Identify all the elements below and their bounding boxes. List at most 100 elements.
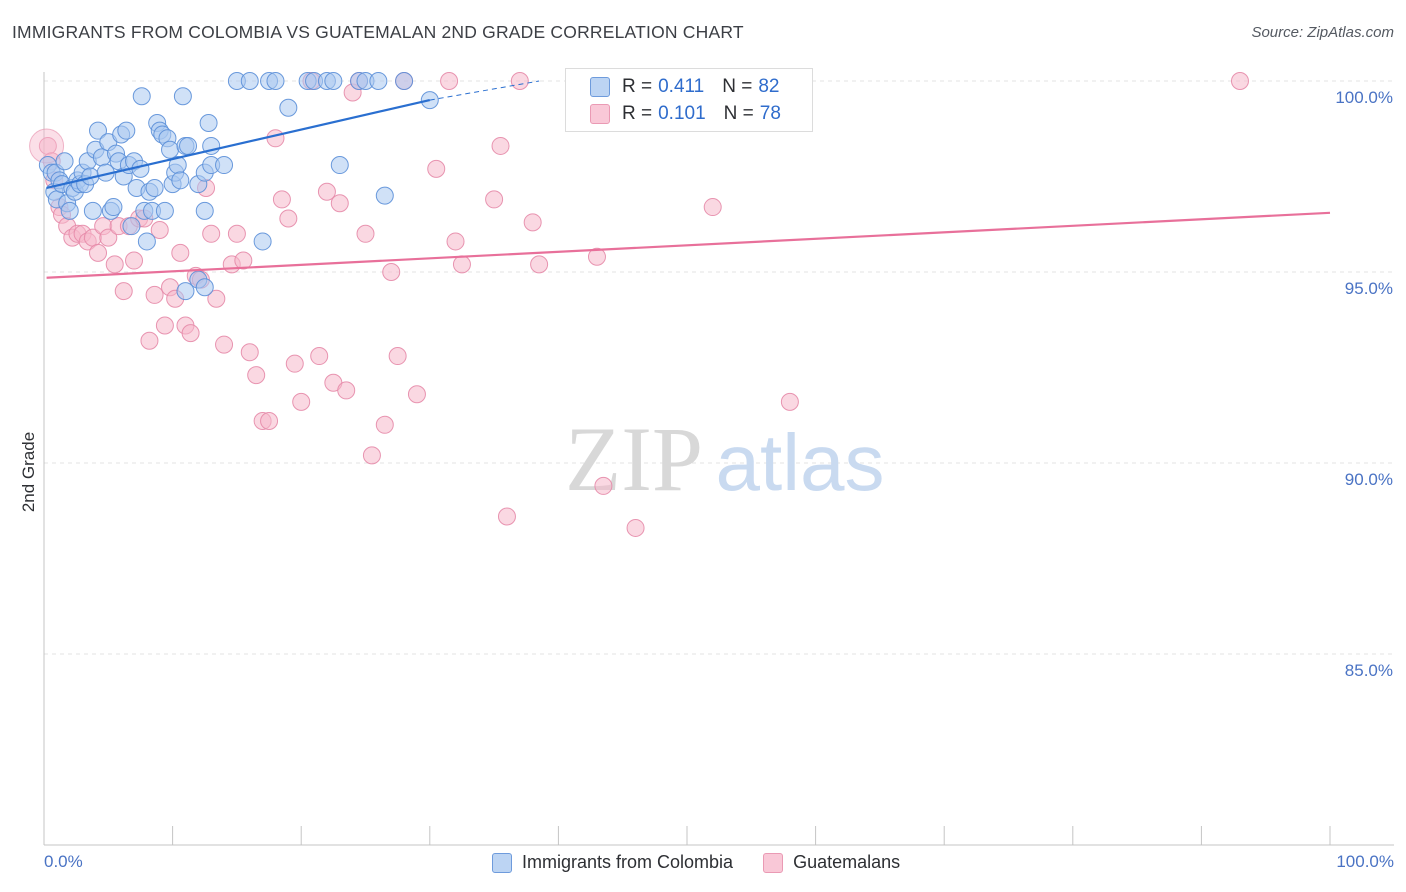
legend-n-value: 78 xyxy=(759,103,781,124)
guatemalan-point xyxy=(279,209,298,228)
axes xyxy=(43,72,1394,846)
guatemalan-point xyxy=(234,251,253,270)
y-tick-label: 85.0% xyxy=(1345,661,1393,680)
colombia-point xyxy=(266,72,285,90)
guatemalan-point xyxy=(285,354,304,373)
colombia-point xyxy=(253,232,272,251)
guatemalan-point xyxy=(114,282,133,301)
guatemalan-point xyxy=(530,255,549,274)
watermark-zip: ZIP xyxy=(565,408,703,510)
legend-n-value: 82 xyxy=(758,76,780,97)
guatemalan-point xyxy=(375,415,394,434)
colombia-point xyxy=(89,121,108,140)
guatemalans-trend-line xyxy=(46,211,1331,279)
guatemalan-point xyxy=(272,190,291,209)
guatemalan-point xyxy=(446,232,465,251)
colombia-point xyxy=(215,156,234,175)
colombia-point xyxy=(279,98,298,117)
colombia-point xyxy=(171,171,190,190)
guatemalan-point xyxy=(207,289,226,308)
guatemalan-point xyxy=(452,255,471,274)
legend-n-label: N = xyxy=(723,103,754,124)
guatemalan-point xyxy=(260,411,279,430)
guatemalan-point xyxy=(330,194,349,213)
legend-label-guatemalans: Guatemalans xyxy=(793,852,901,872)
colombia-point xyxy=(375,186,394,205)
trend-lines xyxy=(46,80,1331,279)
legend-r-value: 0.411 xyxy=(658,76,705,97)
colombia-point xyxy=(395,72,414,90)
guatemalan-point xyxy=(145,285,164,304)
guatemalan-point xyxy=(247,366,266,385)
y-tick-label: 95.0% xyxy=(1345,279,1393,298)
guatemalan-point xyxy=(99,228,118,247)
guatemalan-point xyxy=(181,324,200,343)
guatemalan-point xyxy=(150,220,169,239)
guatemalan-point xyxy=(587,247,606,266)
guatemalan-point xyxy=(240,343,259,362)
colombia-trend-extension xyxy=(429,80,540,101)
legend-swatch-pink xyxy=(763,852,784,873)
guatemalan-point xyxy=(356,224,375,243)
watermark-atlas: atlas xyxy=(716,418,885,507)
guatemalan-point xyxy=(491,136,510,155)
colombia-point xyxy=(60,201,79,220)
guatemalan-point xyxy=(407,385,426,404)
colombia-point xyxy=(83,201,102,220)
stats-legend: R = 0.411 N = 82 R = 0.101 N = 78 xyxy=(565,68,813,132)
guatemalan-point xyxy=(626,518,645,537)
colombia-point xyxy=(132,87,151,106)
guatemalan-point xyxy=(388,347,407,366)
colombia-point xyxy=(176,282,195,301)
legend-row-guatemalans: R = 0.101 N = 78 xyxy=(590,103,781,125)
guatemalan-point xyxy=(105,255,124,274)
guatemalan-point xyxy=(382,263,401,281)
guatemalan-point xyxy=(215,335,234,354)
colombia-point xyxy=(145,178,164,197)
colombia-point xyxy=(324,72,343,90)
guatemalan-point xyxy=(125,251,144,270)
colombia-point xyxy=(161,140,180,159)
colombia-point xyxy=(195,278,214,297)
guatemalan-point xyxy=(171,243,190,262)
series-guatemalans xyxy=(29,72,1249,537)
guatemalan-point xyxy=(89,243,108,262)
colombia-trend-line xyxy=(46,99,431,190)
legend-n-label: N = xyxy=(722,76,753,97)
colombia-point xyxy=(137,232,156,251)
x-tick-max: 100.0% xyxy=(1336,852,1394,871)
guatemalan-point xyxy=(292,392,311,411)
guatemalan-point xyxy=(362,446,381,465)
guatemalan-point xyxy=(440,72,459,90)
legend-swatch-blue xyxy=(492,852,512,873)
guatemalan-point xyxy=(427,159,446,178)
colombia-point xyxy=(173,87,192,106)
guatemalan-point xyxy=(594,476,613,495)
legend-r-label: R = xyxy=(622,76,653,97)
guatemalan-point xyxy=(227,224,246,243)
colombia-point xyxy=(104,198,123,217)
colombia-point xyxy=(155,201,174,220)
guatemalan-point xyxy=(1230,72,1249,90)
colombia-point xyxy=(195,201,214,220)
guatemalan-point xyxy=(317,182,336,201)
chart-title: IMMIGRANTS FROM COLOMBIA VS GUATEMALAN 2… xyxy=(12,22,744,42)
colombia-point xyxy=(369,72,388,90)
legend-item-colombia: Immigrants from Colombia xyxy=(492,852,733,873)
grid-lines xyxy=(44,80,1394,655)
guatemalan-point xyxy=(337,381,356,400)
colombia-point xyxy=(240,72,259,90)
legend-r-label: R = xyxy=(622,103,653,124)
guatemalan-point xyxy=(510,72,529,90)
legend-label-colombia: Immigrants from Colombia xyxy=(522,852,734,872)
colombia-point xyxy=(330,156,349,175)
guatemalan-point xyxy=(140,331,159,350)
guatemalan-point xyxy=(485,190,504,209)
x-tick-min: 0.0% xyxy=(44,852,83,871)
guatemalan-point xyxy=(155,316,174,335)
guatemalan-point xyxy=(310,347,329,366)
guatemalan-point xyxy=(780,392,799,411)
y-tick-label: 100.0% xyxy=(1335,88,1393,107)
legend-r-value: 0.101 xyxy=(658,103,706,124)
legend-item-guatemalans: Guatemalans xyxy=(763,852,900,873)
